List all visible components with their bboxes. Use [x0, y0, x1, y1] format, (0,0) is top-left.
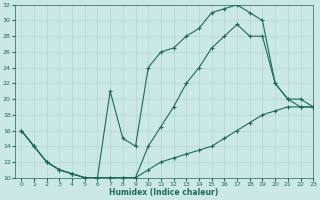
X-axis label: Humidex (Indice chaleur): Humidex (Indice chaleur) — [109, 188, 219, 197]
